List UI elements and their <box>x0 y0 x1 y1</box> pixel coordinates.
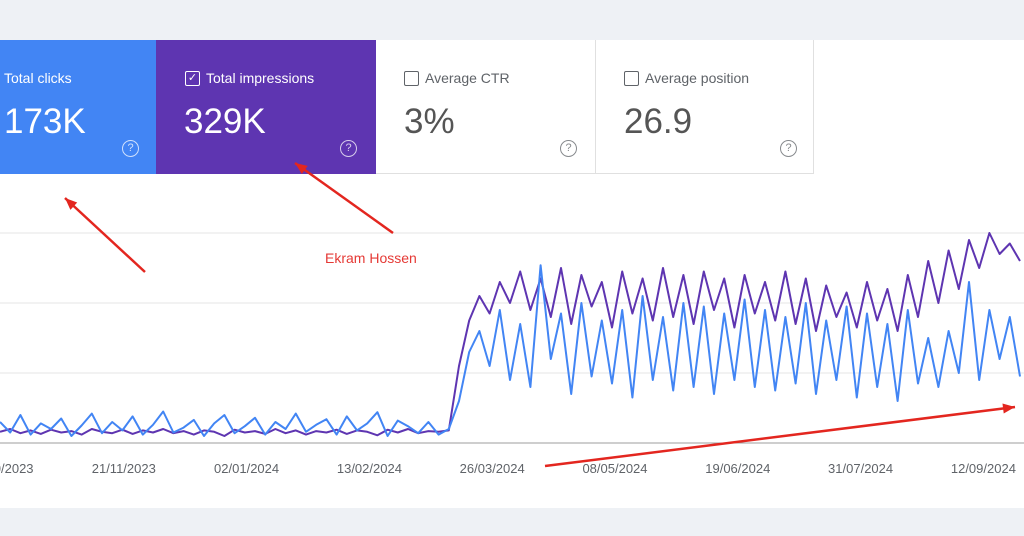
total-clicks-label: Total clicks <box>4 70 72 86</box>
total-clicks-card[interactable]: Total clicks 173K ? <box>0 40 156 174</box>
help-icon[interactable]: ? <box>780 140 797 157</box>
help-icon[interactable]: ? <box>340 140 357 157</box>
average-position-label: Average position <box>645 70 750 86</box>
arrow-head-icon <box>1002 403 1015 414</box>
average-ctr-label: Average CTR <box>425 70 510 86</box>
x-tick-label: 13/02/2024 <box>337 461 402 476</box>
help-icon[interactable]: ? <box>122 140 139 157</box>
x-tick-label: 21/11/2023 <box>92 461 156 476</box>
total-impressions-value: 329K <box>184 102 266 141</box>
annotation-text: Ekram Hossen <box>325 250 417 266</box>
total-impressions-card[interactable]: ✓ Total impressions 329K ? <box>156 40 376 174</box>
average-ctr-value: 3% <box>404 102 455 141</box>
x-tick-label: 19/06/2024 <box>705 461 770 476</box>
annotation-arrow <box>64 197 146 273</box>
checkbox-unchecked-icon[interactable] <box>404 70 419 86</box>
checkbox-unchecked-icon[interactable] <box>624 70 639 86</box>
arrow-head-icon <box>65 198 78 210</box>
x-tick-label: 02/01/2024 <box>214 461 279 476</box>
x-tick-label: 26/03/2024 <box>460 461 525 476</box>
x-tick-label: 10/10/2023 <box>0 461 34 476</box>
average-position-value: 26.9 <box>624 102 693 141</box>
total-impressions-label: Total impressions <box>206 70 315 86</box>
arrow-head-icon <box>295 163 308 175</box>
annotation-arrow <box>544 405 1016 468</box>
x-tick-label: 31/07/2024 <box>828 461 893 476</box>
annotation-arrow <box>294 161 394 235</box>
average-ctr-card[interactable]: Average CTR 3% ? <box>376 40 596 174</box>
total-clicks-value: 173K <box>4 102 86 141</box>
series-line-total-clicks <box>0 264 1021 437</box>
help-icon[interactable]: ? <box>560 140 577 157</box>
x-tick-label: 08/05/2024 <box>582 461 647 476</box>
average-position-card[interactable]: Average position 26.9 ? <box>596 40 814 174</box>
series-line-total-impressions <box>0 232 1021 437</box>
x-tick-label: 12/09/2024 <box>951 461 1016 476</box>
checkbox-checked-icon[interactable]: ✓ <box>185 70 200 86</box>
